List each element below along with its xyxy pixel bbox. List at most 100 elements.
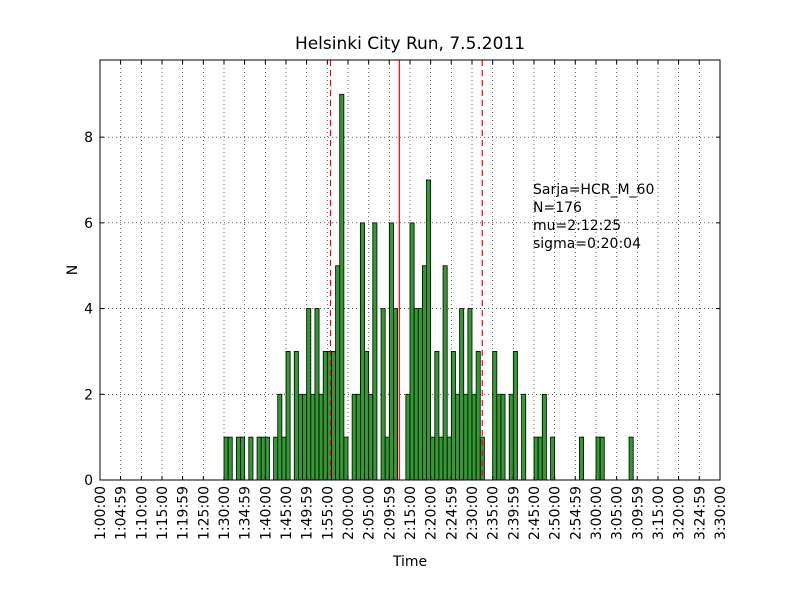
histogram-bar [297, 393, 303, 481]
histogram-bar [438, 436, 444, 481]
x-tick-label: 2:15:00 [403, 486, 419, 540]
histogram-bar [388, 222, 394, 481]
histogram-bar [446, 436, 452, 481]
annotation-line: Sarja=HCR_M_60 [533, 182, 654, 198]
histogram-bar [273, 436, 279, 481]
x-tick-label: 3:30:00 [713, 486, 729, 540]
histogram-bar [380, 308, 386, 481]
axis-ticks: 1:00:00 1:04:59 1:10:00 1:15:00 1:19:59 1:25:… [84, 60, 729, 540]
histogram-bar [537, 436, 543, 481]
histogram-bar [368, 393, 374, 481]
y-tick-label: 4 [84, 302, 93, 318]
histogram-bar [281, 436, 287, 481]
histogram-bar [306, 308, 312, 481]
x-tick-label: 2:20:00 [424, 486, 440, 540]
histogram-bar [467, 308, 473, 481]
histogram-bar [421, 265, 427, 481]
histogram-bar [595, 436, 601, 481]
x-tick-label: 3:09:59 [630, 486, 646, 540]
histogram-bar [256, 436, 262, 481]
histogram-bar [455, 393, 461, 481]
histogram-bar [426, 179, 432, 481]
histogram-bar [293, 351, 299, 481]
statistic-lines [329, 60, 483, 480]
histogram-bar [521, 393, 527, 481]
histogram-bar [579, 436, 585, 481]
histogram-bar [417, 308, 423, 481]
x-tick-label: 1:30:00 [217, 486, 233, 540]
histogram-bar [322, 351, 328, 481]
x-tick-label: 2:39:59 [506, 486, 522, 540]
y-tick-label: 0 [84, 473, 93, 489]
histogram-bar [508, 393, 514, 481]
x-tick-label: 1:25:00 [196, 486, 212, 540]
histogram-bar [339, 93, 345, 481]
x-tick-label: 3:00:00 [589, 486, 605, 540]
x-axis-label: Time [392, 554, 427, 570]
y-tick-label: 2 [84, 387, 93, 403]
histogram-bar [372, 222, 378, 481]
histogram-bar [500, 393, 506, 481]
histogram-bar [343, 436, 349, 481]
x-tick-label: 2:00:00 [341, 486, 357, 540]
histogram-bar [277, 393, 283, 481]
histogram-bar [393, 308, 399, 481]
x-tick-label: 2:09:59 [382, 486, 398, 540]
x-tick-label: 1:40:00 [258, 486, 274, 540]
annotation-line: mu=2:12:25 [533, 218, 621, 234]
histogram-bar [409, 222, 415, 481]
histogram-bar [240, 436, 246, 481]
y-tick-label: 6 [84, 216, 93, 232]
x-tick-label: 2:24:59 [444, 486, 460, 540]
x-tick-label: 3:24:59 [692, 486, 708, 540]
histogram-bar [434, 351, 440, 481]
histogram-bar [430, 436, 436, 481]
histogram-bar [227, 436, 233, 481]
y-axis-label: N [65, 265, 81, 275]
x-tick-label: 1:10:00 [134, 486, 150, 540]
histogram-bar [318, 393, 324, 481]
x-tick-label: 1:04:59 [114, 486, 130, 540]
histogram-bar [310, 393, 316, 481]
x-tick-label: 1:45:00 [279, 486, 295, 540]
histogram-bar [541, 393, 547, 481]
histogram-bar [235, 436, 241, 481]
histogram-bar [285, 351, 291, 481]
histogram-bar [364, 351, 370, 481]
y-tick-label: 8 [84, 130, 93, 146]
x-tick-label: 1:55:00 [320, 486, 336, 540]
histogram-bar [260, 436, 266, 481]
histogram-bar [533, 436, 539, 481]
histogram-bar [492, 351, 498, 481]
x-tick-label: 2:05:00 [362, 486, 378, 540]
annotation-line: sigma=0:20:04 [533, 236, 641, 252]
x-tick-label: 2:30:00 [465, 486, 481, 540]
histogram-bar [628, 436, 634, 481]
histogram-bar [314, 308, 320, 481]
chart-title: Helsinki City Run, 7.5.2011 [295, 34, 525, 54]
x-tick-label: 1:15:00 [155, 486, 171, 540]
x-tick-label: 2:54:59 [568, 486, 584, 540]
histogram-bar [496, 393, 502, 481]
histogram-bar [384, 436, 390, 481]
histogram-bar [359, 222, 365, 481]
histogram-bar [459, 308, 465, 481]
histogram-bar [223, 436, 229, 481]
x-tick-label: 2:50:00 [548, 486, 564, 540]
annotation-line: N=176 [533, 200, 582, 216]
histogram-bar [302, 393, 308, 481]
histogram-bar [463, 393, 469, 481]
histogram-bar [405, 393, 411, 481]
histogram-bar [599, 436, 605, 481]
histogram-bar [512, 351, 518, 481]
x-tick-label: 1:00:00 [93, 486, 109, 540]
histogram-bar [335, 265, 341, 481]
histogram-bar [248, 436, 254, 481]
x-tick-label: 2:35:00 [486, 486, 502, 540]
histogram-bar [471, 393, 477, 481]
x-tick-label: 2:45:00 [527, 486, 543, 540]
histogram-bar [351, 393, 357, 481]
histogram-bar [442, 265, 448, 481]
